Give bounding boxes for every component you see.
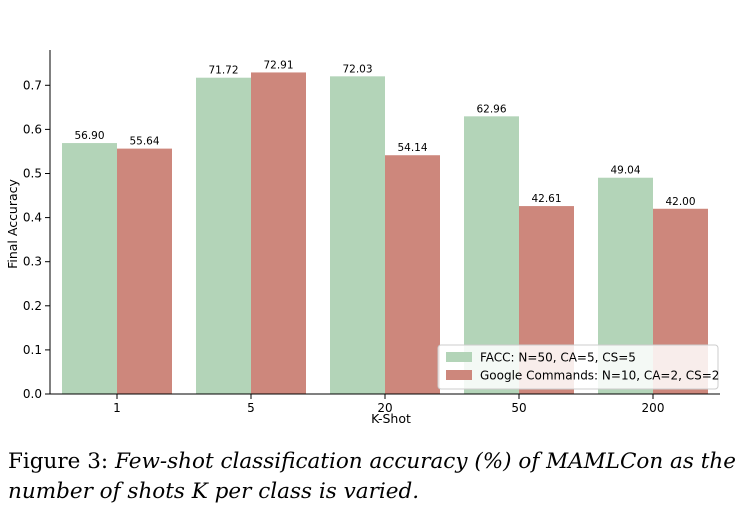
data-label-series-2-cat-50: 42.61 bbox=[531, 193, 561, 205]
data-label-series-2-cat-1: 55.64 bbox=[129, 136, 159, 148]
data-label-series-1-cat-200: 49.04 bbox=[610, 165, 640, 177]
caption-lead: Figure 3: bbox=[8, 449, 109, 474]
y-tick-label: 0.5 bbox=[23, 166, 42, 180]
bar-series-2-cat-5 bbox=[251, 72, 306, 394]
data-labels: 56.90 55.64 71.72 72.91 72.03 54.14 62.96 42.61… bbox=[74, 59, 695, 207]
x-tick-label: 20 bbox=[377, 401, 392, 415]
data-label-series-2-cat-200: 42.00 bbox=[665, 196, 695, 208]
caption-text: Few-shot classification accuracy (%) of … bbox=[8, 449, 736, 504]
bar-series-2-cat-20 bbox=[385, 155, 440, 394]
data-label-series-2-cat-20: 54.14 bbox=[397, 142, 427, 154]
legend-entry-2: Google Commands: N=10, CA=2, CS=2 bbox=[480, 369, 719, 383]
data-label-series-1-cat-5: 71.72 bbox=[208, 65, 238, 77]
data-label-series-1-cat-50: 62.96 bbox=[476, 103, 506, 115]
y-tick-label: 0.6 bbox=[23, 122, 42, 136]
legend-box bbox=[437, 344, 719, 390]
y-tick-label: 0.1 bbox=[23, 343, 42, 357]
y-tick-label: 0.7 bbox=[23, 78, 42, 92]
bar-series-2-cat-1 bbox=[117, 148, 172, 394]
y-tick-label: 0.3 bbox=[23, 255, 42, 269]
legend-entry-1: FACC: N=50, CA=5, CS=5 bbox=[480, 351, 636, 365]
bar-series-1-cat-1 bbox=[62, 143, 117, 394]
y-tick-label: 0.0 bbox=[23, 387, 42, 401]
y-axis-label: Final Accuracy bbox=[5, 178, 20, 268]
bar-series-1-cat-20 bbox=[330, 76, 385, 395]
x-axis-label: K-Shot bbox=[371, 411, 411, 426]
data-label-series-2-cat-5: 72.91 bbox=[263, 59, 293, 71]
axes: 0.0 0.1 0.2 0.3 0.4 0.5 0.6 0.7 1 5 20 50 200 bbox=[23, 50, 720, 415]
figure-caption: Figure 3: Few-shot classification accura… bbox=[8, 447, 744, 507]
y-tick-label: 0.2 bbox=[23, 299, 42, 313]
x-tick-label: 200 bbox=[642, 401, 665, 415]
bar-series-1-cat-5 bbox=[196, 77, 251, 394]
bar-chart: 56.90 55.64 71.72 72.91 72.03 54.14 62.96 42.61… bbox=[5, 50, 720, 426]
data-label-series-1-cat-20: 72.03 bbox=[342, 63, 372, 75]
x-tick-label: 1 bbox=[113, 401, 121, 415]
x-tick-label: 5 bbox=[247, 401, 255, 415]
legend: FACC: N=50, CA=5, CS=5 Google Commands: N… bbox=[437, 344, 719, 390]
x-tick-label: 50 bbox=[511, 401, 526, 415]
y-tick-label: 0.4 bbox=[23, 211, 42, 225]
legend-swatch-1 bbox=[446, 352, 472, 362]
data-label-series-1-cat-1: 56.90 bbox=[74, 130, 104, 142]
legend-swatch-2 bbox=[446, 370, 472, 380]
